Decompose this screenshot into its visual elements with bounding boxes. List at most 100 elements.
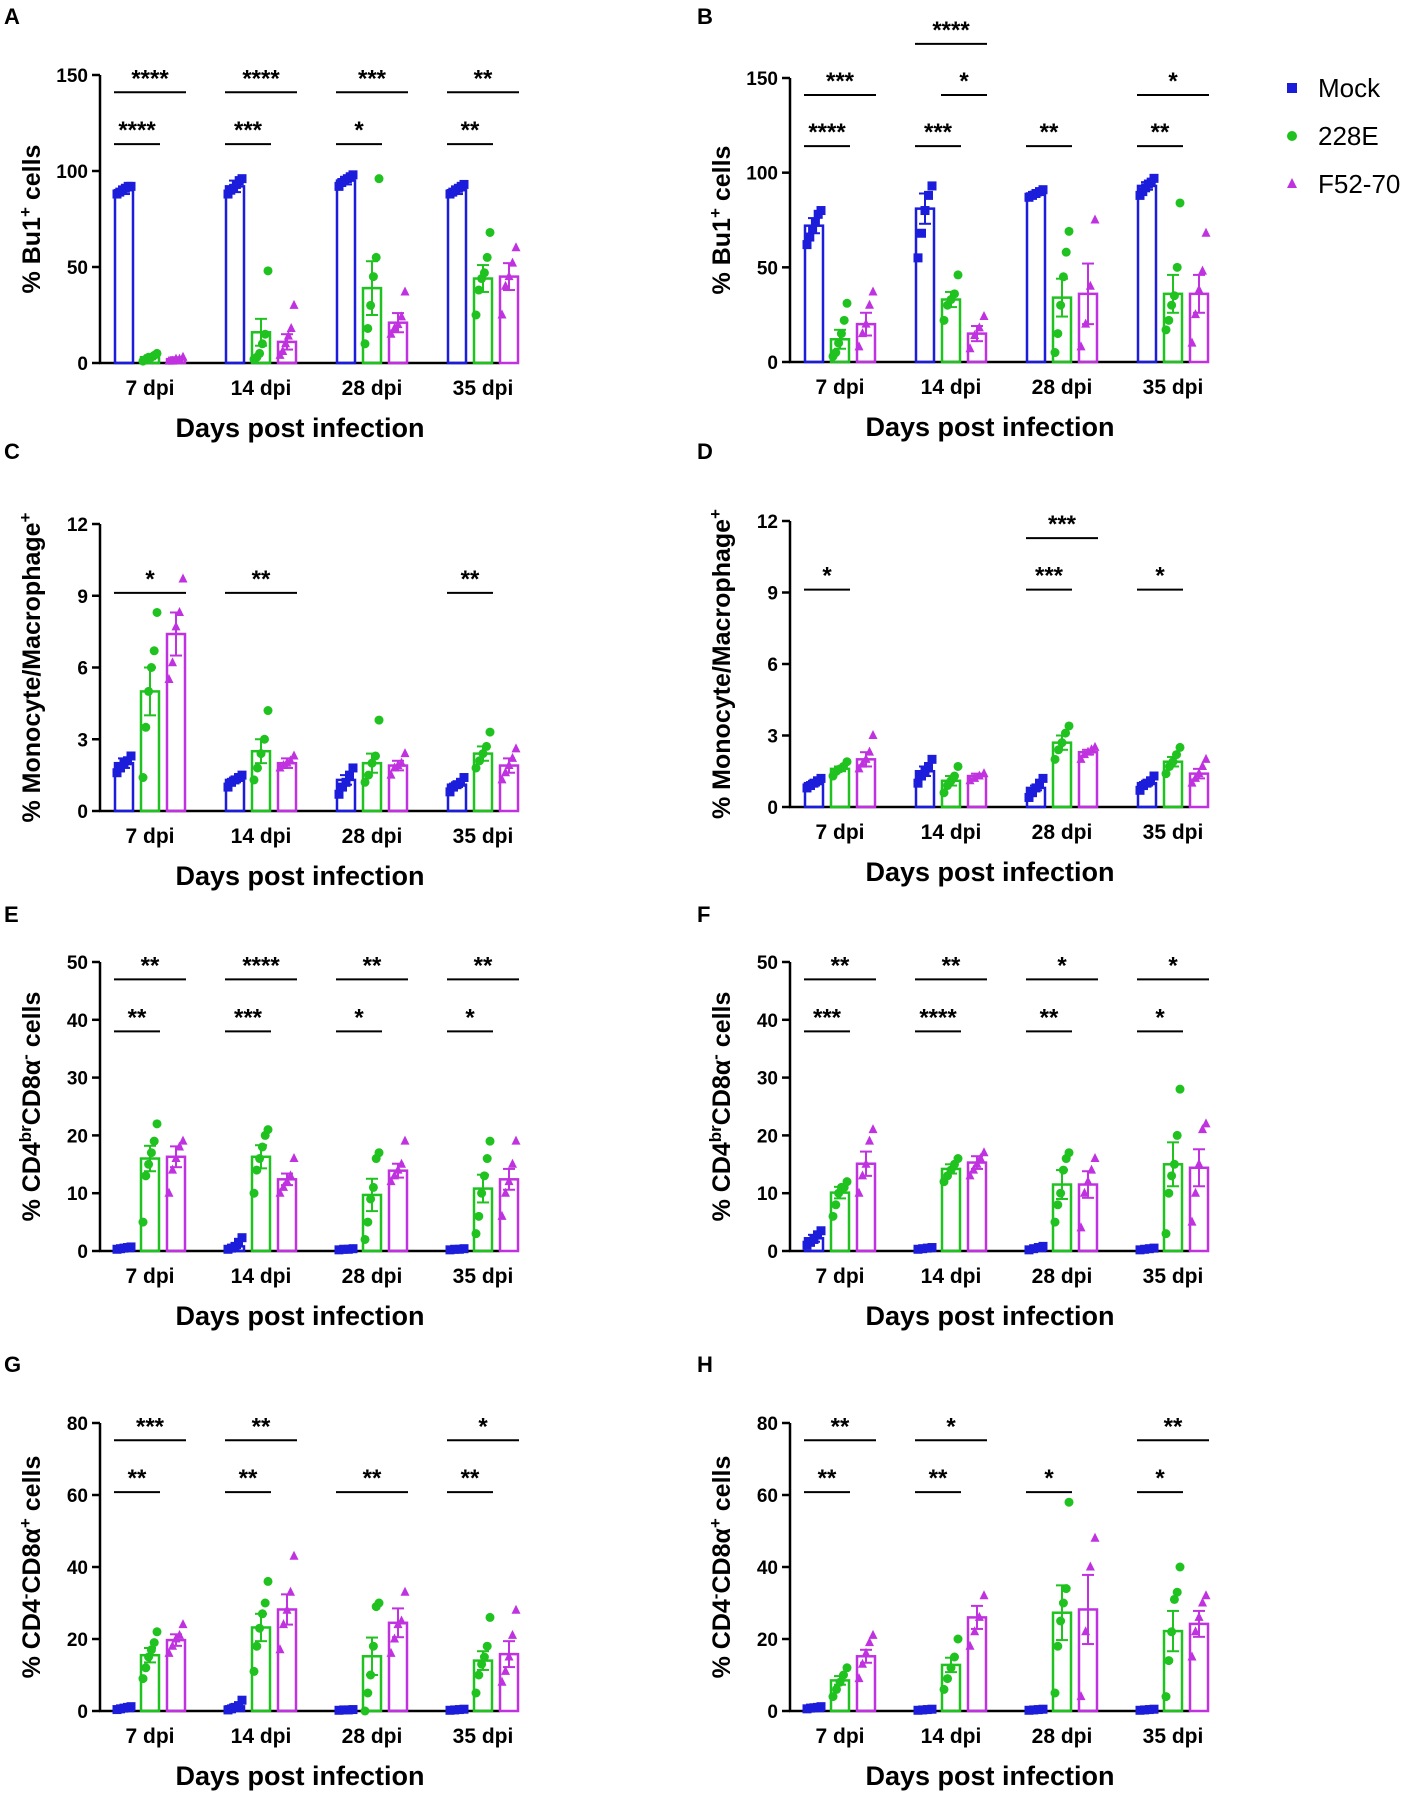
data-point — [477, 1188, 487, 1198]
data-point — [374, 1148, 384, 1158]
data-point — [1169, 1159, 1179, 1169]
y-tick-label: 0 — [77, 1702, 88, 1723]
data-point — [445, 1705, 455, 1715]
data-point — [252, 1165, 262, 1175]
data-point — [816, 1702, 826, 1712]
data-point — [508, 1158, 517, 1168]
panel-label: D — [697, 439, 713, 464]
y-axis-title-part: % Monocyte/Macrophage — [708, 519, 736, 819]
data-point — [144, 1159, 154, 1169]
data-point — [1135, 1245, 1145, 1255]
data-point — [360, 1706, 370, 1716]
data-point — [400, 748, 410, 758]
significance-label: ** — [929, 1465, 948, 1492]
data-point — [1172, 750, 1181, 760]
x-tick-label: 7 dpi — [815, 1265, 864, 1288]
data-point — [808, 224, 818, 234]
data-point — [497, 1676, 507, 1686]
significance-label: ** — [128, 1004, 147, 1031]
data-point — [1198, 1597, 1207, 1607]
x-tick-label: 7 dpi — [815, 821, 864, 844]
data-point — [839, 1670, 848, 1680]
x-tick-label: 35 dpi — [453, 1725, 514, 1748]
x-tick-label: 35 dpi — [1143, 821, 1204, 844]
data-point — [1201, 1590, 1211, 1600]
x-tick-label: 7 dpi — [815, 1725, 864, 1748]
data-point — [1187, 1216, 1197, 1226]
data-point — [168, 657, 177, 667]
data-point — [368, 1641, 378, 1651]
x-axis-title: Days post infection — [175, 413, 424, 443]
data-point — [146, 663, 156, 672]
y-axis-title-superscript: + — [16, 1518, 35, 1528]
data-point — [171, 1153, 181, 1163]
legend-label: F52-70 — [1318, 169, 1400, 199]
data-point — [831, 348, 841, 358]
y-axis-title-superscript: - — [706, 1054, 725, 1060]
significance-label: ** — [831, 952, 850, 979]
data-point — [1144, 1244, 1154, 1254]
data-point — [1053, 1641, 1063, 1651]
data-point — [1085, 280, 1095, 290]
data-point — [504, 760, 514, 770]
data-point — [477, 1659, 487, 1669]
data-point — [976, 1153, 985, 1163]
y-tick-label: 60 — [67, 1486, 88, 1507]
y-axis-title-superscript: + — [706, 1518, 725, 1528]
data-point — [479, 268, 489, 278]
significance-label: ** — [1040, 119, 1059, 146]
data-point — [374, 715, 384, 725]
y-axis-title: % CD4-CD8α+ cells — [706, 1456, 737, 1679]
data-point — [1058, 1598, 1068, 1608]
data-point — [1167, 300, 1177, 310]
significance-label: **** — [118, 117, 156, 144]
significance-label: **** — [242, 952, 280, 979]
panel-g: G 0 20 40 60 80 % CD4-CD8α+ cells 7 dpi 14 dpi 28… — [4, 1352, 521, 1791]
data-point — [1058, 1165, 1068, 1175]
y-tick-label: 80 — [67, 1414, 88, 1435]
data-point — [341, 777, 351, 787]
data-point — [257, 339, 267, 349]
data-point — [854, 763, 864, 773]
data-point — [1090, 214, 1100, 224]
data-point — [979, 311, 989, 321]
y-tick-label: 10 — [757, 1184, 778, 1205]
x-tick-label: 28 dpi — [1032, 1265, 1093, 1288]
data-point — [1191, 1187, 1200, 1197]
y-axis-title-part: cells — [18, 1456, 46, 1519]
data-point — [286, 755, 295, 765]
data-point — [237, 1695, 247, 1705]
data-point — [334, 1705, 344, 1715]
legend-marker — [1287, 131, 1297, 141]
data-point — [974, 322, 984, 332]
data-point — [1024, 1245, 1034, 1255]
data-point — [1169, 291, 1179, 301]
data-point — [371, 751, 380, 761]
significance-label: *** — [826, 68, 855, 95]
panel-label: B — [697, 4, 713, 29]
y-tick-label: 12 — [67, 515, 88, 536]
data-point — [459, 1244, 469, 1254]
data-point — [386, 1647, 396, 1657]
data-point — [1029, 1705, 1039, 1715]
y-tick-label: 20 — [757, 1126, 778, 1147]
data-point — [445, 787, 455, 797]
data-point — [338, 782, 347, 792]
data-point — [858, 328, 867, 338]
significance-label: ** — [363, 1465, 382, 1492]
data-point — [1038, 185, 1048, 195]
data-point — [1083, 746, 1093, 756]
data-point — [1028, 788, 1037, 798]
significance-label: **** — [919, 1004, 957, 1031]
data-point — [1201, 227, 1211, 237]
data-point — [263, 1125, 273, 1135]
data-point — [374, 174, 384, 184]
data-point — [816, 1226, 826, 1236]
data-point — [275, 1187, 285, 1197]
x-tick-label: 14 dpi — [921, 1265, 982, 1288]
data-point — [1033, 1243, 1043, 1253]
data-point — [1029, 1244, 1039, 1254]
panel-label: G — [4, 1352, 21, 1377]
x-tick-label: 14 dpi — [231, 1265, 292, 1288]
x-tick-label: 7 dpi — [125, 1265, 174, 1288]
